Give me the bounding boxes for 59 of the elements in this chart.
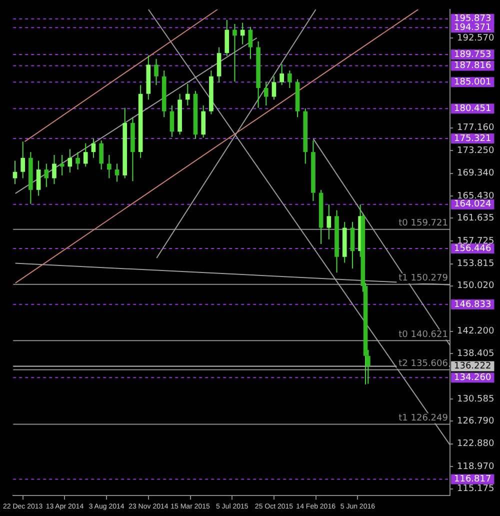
y-tick-label: 153.815 <box>457 259 494 270</box>
candlestick <box>36 160 41 196</box>
y-tick-label: 177.160 <box>457 123 494 134</box>
candlestick <box>350 221 355 270</box>
candlestick <box>91 138 96 158</box>
candlestick <box>264 82 268 106</box>
y-tick-label: 115.175 <box>457 484 494 494</box>
ref-line-label: 134.260 <box>454 372 492 383</box>
ref-line-label: 175.321 <box>454 134 492 144</box>
y-tick-label: 169.340 <box>457 168 494 179</box>
y-tick-label: 173.250 <box>457 146 494 156</box>
candlestick <box>272 76 276 100</box>
y-tick-label: 192.570 <box>457 33 494 44</box>
candlestick <box>114 163 120 182</box>
candlestick <box>154 58 158 86</box>
ref-line-label: 164.024 <box>454 200 492 210</box>
candlestick <box>20 141 26 179</box>
candlestick <box>280 64 284 86</box>
ref-line-label: 185.001 <box>454 78 492 88</box>
ref-line-label: 136.222 <box>454 362 492 372</box>
candlestick <box>83 142 88 168</box>
candlestick <box>326 204 332 240</box>
ref-line-label: 195.873 <box>454 14 492 24</box>
ref-line-label: 146.833 <box>454 300 492 310</box>
y-tick-label: 126.790 <box>457 416 494 426</box>
candlestick <box>68 148 72 173</box>
candlestick <box>224 19 230 56</box>
candlestick <box>232 23 237 82</box>
ref-line-label: t1 126.249 <box>398 414 448 424</box>
ref-line-label: 189.753 <box>454 50 492 60</box>
ref-line-label: t2 135.606 <box>398 359 448 370</box>
y-tick-label: 122.880 <box>457 439 494 450</box>
candlestick <box>44 163 49 188</box>
ref-line-label: t1 150.279 <box>398 274 448 284</box>
y-tick-label: 161.635 <box>457 214 494 224</box>
candlestick <box>107 154 112 179</box>
ref-line-label: 187.816 <box>454 61 492 72</box>
candlestick <box>248 26 253 60</box>
candlestick <box>60 154 64 176</box>
y-tick-label: 130.585 <box>457 394 494 404</box>
ref-line-label: t0 140.621 <box>398 330 448 340</box>
ref-line-label: 156.446 <box>454 244 492 254</box>
candlestick <box>170 104 174 138</box>
ref-line-label: 116.817 <box>454 474 492 485</box>
candlestick <box>216 46 222 83</box>
ref-line-label: t0 159.721 <box>398 218 448 229</box>
y-tick-label: 142.200 <box>457 326 494 337</box>
candlestick <box>288 70 292 89</box>
y-tick-label: 150.020 <box>457 281 494 292</box>
candlestick <box>76 152 80 170</box>
candlestick <box>12 160 18 185</box>
y-tick-label: 118.970 <box>457 462 494 472</box>
candlestick <box>201 104 206 138</box>
ref-line-label: 180.451 <box>454 104 492 114</box>
candlestick <box>185 83 190 106</box>
y-tick-label: 138.405 <box>457 348 494 359</box>
candlestick <box>99 140 104 170</box>
candlestick <box>52 154 56 185</box>
ref-line-label: 194.371 <box>454 22 492 33</box>
